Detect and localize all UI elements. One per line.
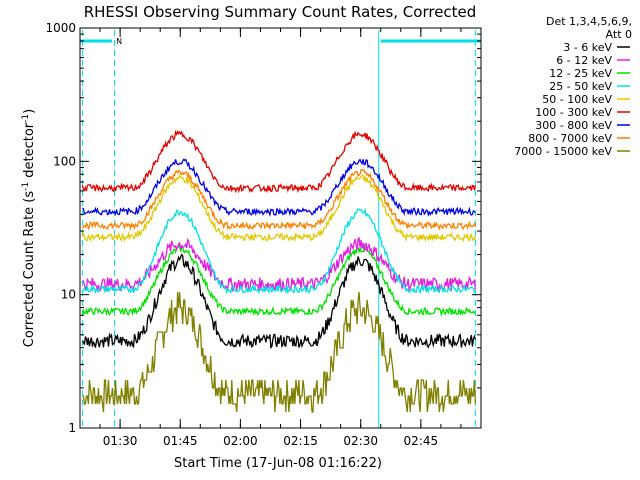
x-tick-label: 02:00 [223,434,258,448]
legend-entry-label: 3 - 6 keV [563,41,612,54]
y-tick-label: 100 [53,154,76,168]
series-line [81,129,477,194]
y-tick-label: 10 [61,288,76,302]
y-axis-label-end: ) [22,109,37,114]
x-tick-label: 02:45 [404,434,439,448]
series-line [82,291,477,413]
y-tick-label: 1 [68,421,76,435]
x-axis: 01:30 01:45 02:00 02:15 02:30 02:45 [79,28,482,448]
y-tick-label: 1000 [45,21,76,35]
x-tick-label: 02:30 [343,434,378,448]
x-axis-label: Start Time (17-Jun-08 01:16:22) [174,456,382,471]
chart-title: RHESSI Observing Summary Count Rates, Co… [84,3,477,21]
legend-entry-label: 100 - 300 keV [535,106,612,119]
series-line [81,168,477,231]
series-line [81,173,477,243]
y-axis-label-sup1: -1 [21,182,31,191]
series-line [81,253,477,350]
series-line [82,158,476,217]
x-tick-label: 02:15 [283,434,318,448]
night-label: N [116,37,122,46]
y-axis-label-main: Corrected Count Rate (s [22,191,37,348]
x-tick-label: 01:45 [163,434,198,448]
legend-entry-label: 25 - 50 keV [549,80,612,93]
x-tick-label: 01:30 [103,434,138,448]
legend-entry-label: 6 - 12 keV [556,54,612,67]
legend-header-1: Det 1,3,4,5,6,9, [546,15,632,28]
series-layer [81,129,477,413]
legend-entry-label: 300 - 800 keV [535,119,612,132]
saa-lines [81,30,476,428]
night-bars: N [80,37,481,46]
legend-header-2: Att 0 [606,28,632,41]
legend-entry-label: 50 - 100 keV [542,93,612,106]
y-axis-label: Corrected Count Rate (s-1 detector-1) [21,109,37,347]
legend-entry-label: 800 - 7000 keV [528,132,612,145]
y-axis-label-mid: detector [22,122,37,182]
legend-entry-label: 7000 - 15000 keV [514,145,612,158]
y-axis-label-sup2: -1 [21,114,31,123]
series-line [81,208,476,295]
series-line [81,244,476,317]
legend-entry-label: 12 - 25 keV [549,67,612,80]
y-axis: 1 10 100 1000 [45,21,481,435]
